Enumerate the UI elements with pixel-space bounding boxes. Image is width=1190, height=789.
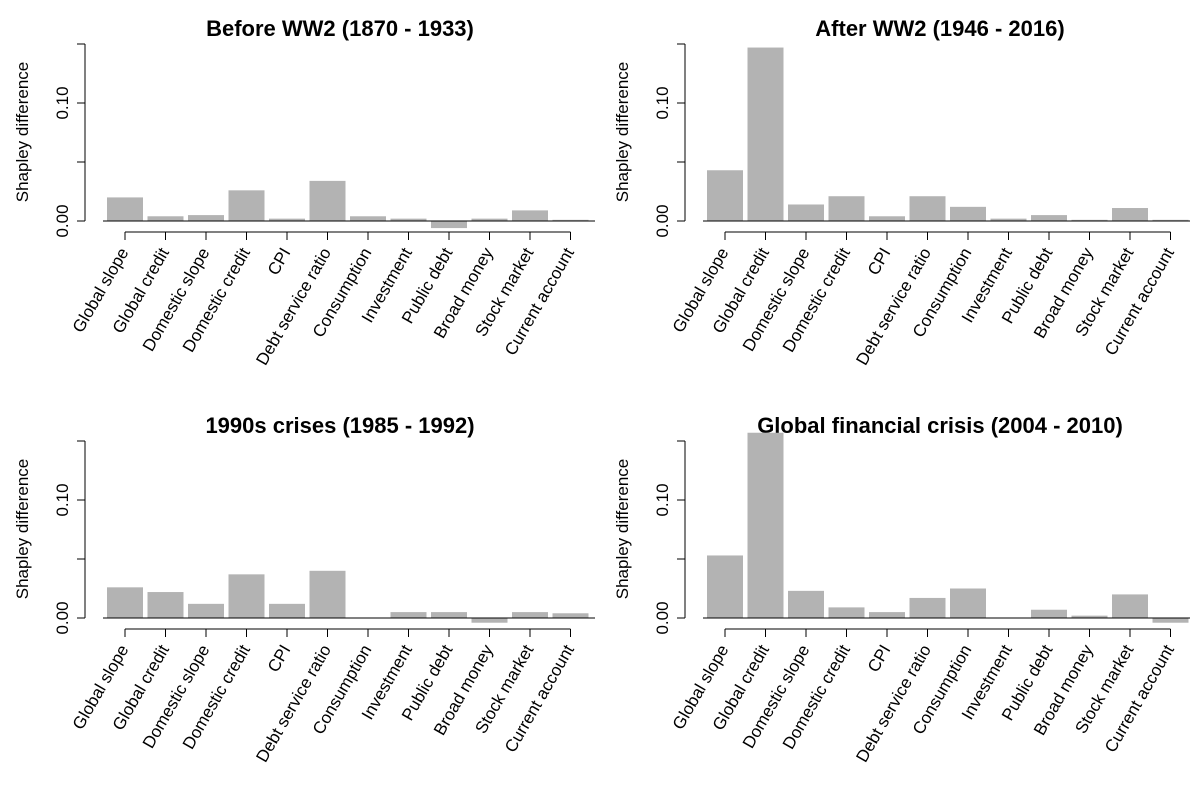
bar [390, 218, 427, 221]
bar [909, 196, 946, 221]
y-axis-label: Shapley difference [613, 459, 632, 600]
bar [707, 170, 743, 221]
bar [747, 432, 784, 618]
bar [869, 216, 905, 221]
y-tick-label: 0.00 [653, 204, 672, 237]
bar [188, 603, 224, 618]
y-tick-label: 0.10 [53, 86, 72, 119]
bar [228, 190, 265, 221]
bar [1112, 208, 1148, 221]
bar [269, 603, 305, 618]
panel: Global financial crisis (2004 - 2010) Sha… [613, 413, 1190, 766]
chart-title: Global financial crisis (2004 - 2010) [757, 413, 1123, 438]
bar [228, 574, 265, 618]
bar [431, 612, 467, 618]
bar [707, 555, 743, 618]
bar [512, 612, 548, 618]
bar [950, 588, 986, 618]
bar [828, 196, 865, 221]
bar [309, 180, 346, 221]
bar [909, 597, 946, 618]
bar [747, 47, 784, 221]
bar [471, 218, 508, 221]
panel: Before WW2 (1870 - 1933) Shapley differen… [13, 16, 595, 369]
y-tick-label: 0.10 [653, 86, 672, 119]
bar [869, 612, 905, 618]
bar [788, 590, 824, 618]
bar [147, 216, 184, 221]
y-axis-label: Shapley difference [613, 62, 632, 203]
bar [828, 607, 865, 618]
x-tick-label: CPI [264, 642, 295, 676]
bar [990, 218, 1027, 221]
bar [431, 221, 467, 229]
y-tick-label: 0.00 [653, 601, 672, 634]
y-axis-label: Shapley difference [13, 62, 32, 203]
y-tick-label: 0.00 [53, 204, 72, 237]
y-tick-label: 0.10 [53, 483, 72, 516]
bar [552, 613, 589, 618]
chart-title: Before WW2 (1870 - 1933) [206, 16, 474, 41]
y-tick-label: 0.00 [53, 601, 72, 634]
bar [1152, 618, 1189, 623]
x-tick-label: CPI [864, 642, 895, 676]
bar [147, 592, 184, 618]
bar [512, 210, 548, 221]
bar [1112, 594, 1148, 618]
panel: 1990s crises (1985 - 1992) Shapley differ… [13, 413, 595, 766]
y-axis-label: Shapley difference [13, 459, 32, 600]
bar [788, 204, 824, 221]
bar [950, 206, 986, 221]
bar [1031, 215, 1067, 221]
chart-title: 1990s crises (1985 - 1992) [205, 413, 474, 438]
bar [107, 197, 143, 221]
bar [1071, 615, 1108, 618]
panel: After WW2 (1946 - 2016) Shapley differenc… [613, 16, 1190, 369]
bar [552, 219, 589, 221]
bar [390, 612, 427, 618]
bar [1152, 219, 1189, 221]
bar [188, 215, 224, 221]
bar [350, 216, 386, 221]
x-tick-label: CPI [264, 245, 295, 279]
bar [107, 587, 143, 618]
bar [269, 218, 305, 221]
bar [309, 570, 346, 618]
bar [1071, 219, 1108, 221]
bar [1031, 609, 1067, 618]
y-tick-label: 0.10 [653, 483, 672, 516]
x-tick-label: CPI [864, 245, 895, 279]
chart-title: After WW2 (1946 - 2016) [815, 16, 1064, 41]
bar [471, 618, 508, 623]
